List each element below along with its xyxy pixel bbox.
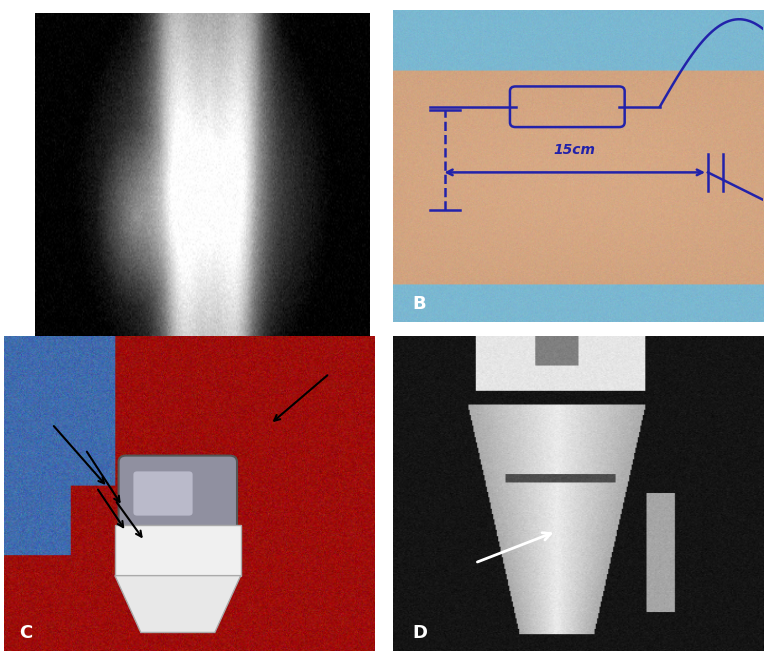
Text: 15cm: 15cm [554, 143, 596, 157]
Text: C: C [19, 624, 32, 642]
Text: B: B [412, 295, 425, 313]
Bar [115, 525, 241, 576]
Polygon shape [115, 576, 241, 632]
Text: A: A [51, 620, 65, 639]
Text: D: D [412, 624, 427, 642]
FancyBboxPatch shape [133, 471, 192, 516]
FancyBboxPatch shape [118, 455, 237, 538]
